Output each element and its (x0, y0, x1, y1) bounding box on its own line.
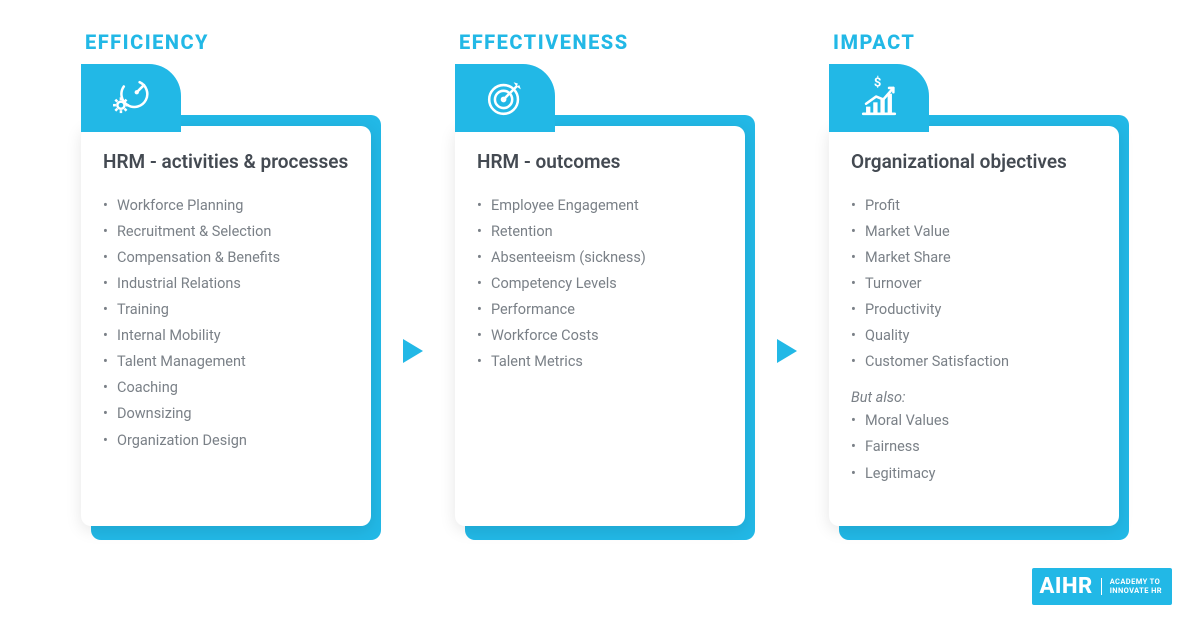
list-item: Internal Mobility (103, 323, 349, 349)
list-item: Legitimacy (851, 461, 1097, 487)
card-effectiveness: EFFECTIVENESS HRM - outcomes Employee Eng… (455, 30, 745, 526)
list-item: Fairness (851, 434, 1097, 460)
list-item: Quality (851, 323, 1097, 349)
logo-main-text: AIHR (1040, 574, 1101, 599)
list-item: Profit (851, 193, 1097, 219)
list-item: Talent Management (103, 349, 349, 375)
list-item: Compensation & Benefits (103, 245, 349, 271)
extra-item-list: Moral ValuesFairnessLegitimacy (851, 408, 1097, 486)
list-item: Talent Metrics (477, 349, 723, 375)
item-list: ProfitMarket ValueMarket ShareTurnoverPr… (851, 193, 1097, 376)
card-impact: IMPACT $ Organizational objectives Profit… (829, 30, 1119, 526)
card-subtitle: Organizational objectives (851, 150, 1097, 175)
list-item: Productivity (851, 297, 1097, 323)
arrow-icon (401, 337, 425, 369)
card-subtitle: HRM - outcomes (477, 150, 723, 175)
card-title: IMPACT (829, 30, 1119, 54)
list-item: Workforce Planning (103, 193, 349, 219)
brand-logo: AIHR ACADEMY TO INNOVATE HR (1032, 568, 1172, 605)
list-item: Training (103, 297, 349, 323)
card-body: Organizational objectives ProfitMarket Va… (829, 126, 1119, 526)
list-item: Turnover (851, 271, 1097, 297)
growth-dollar-icon: $ (829, 64, 929, 132)
card-title: EFFECTIVENESS (455, 30, 745, 54)
list-item: Customer Satisfaction (851, 349, 1097, 375)
list-item: Industrial Relations (103, 271, 349, 297)
cards-row: EFFICIENCY HRM - activities & processes W… (0, 0, 1200, 526)
list-item: Downsizing (103, 401, 349, 427)
list-item: Competency Levels (477, 271, 723, 297)
list-item: Absenteeism (sickness) (477, 245, 723, 271)
list-item: Market Share (851, 245, 1097, 271)
list-item: Moral Values (851, 408, 1097, 434)
card-title: EFFICIENCY (81, 30, 371, 54)
svg-text:$: $ (874, 76, 881, 91)
list-item: Retention (477, 219, 723, 245)
list-item: Coaching (103, 375, 349, 401)
list-item: Employee Engagement (477, 193, 723, 219)
list-item: Recruitment & Selection (103, 219, 349, 245)
list-item: Workforce Costs (477, 323, 723, 349)
card-subtitle: HRM - activities & processes (103, 150, 349, 175)
logo-sub-text: ACADEMY TO INNOVATE HR (1101, 578, 1162, 595)
item-list: Workforce PlanningRecruitment & Selectio… (103, 193, 349, 454)
arrow-icon (775, 337, 799, 369)
list-item: Organization Design (103, 428, 349, 454)
gear-speed-icon (81, 64, 181, 132)
card-body: HRM - activities & processes Workforce Pl… (81, 126, 371, 526)
card-body: HRM - outcomes Employee EngagementRetenti… (455, 126, 745, 526)
list-item: Market Value (851, 219, 1097, 245)
list-item: Performance (477, 297, 723, 323)
target-icon (455, 64, 555, 132)
card-efficiency: EFFICIENCY HRM - activities & processes W… (81, 30, 371, 526)
extra-label: But also: (851, 389, 1097, 406)
item-list: Employee EngagementRetentionAbsenteeism … (477, 193, 723, 376)
